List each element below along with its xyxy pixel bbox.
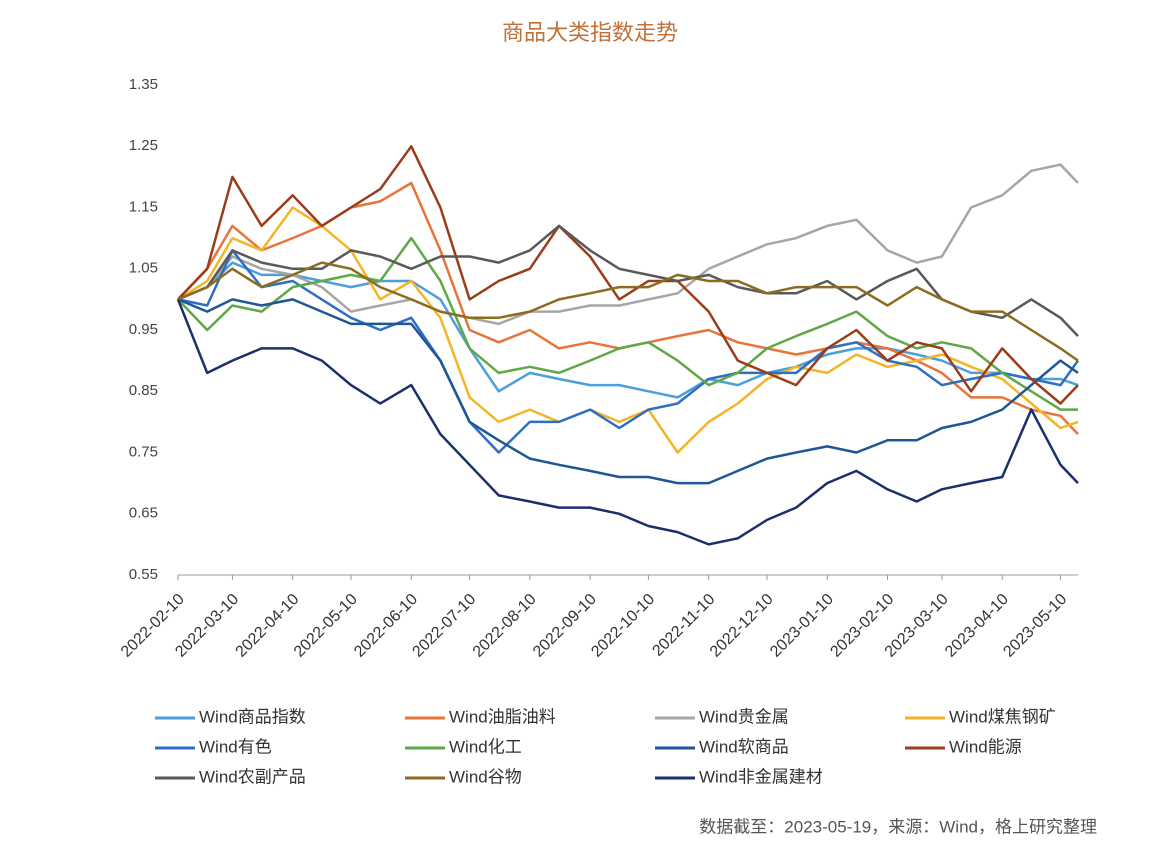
series-line — [177, 224, 1079, 337]
series-line — [177, 163, 1079, 326]
series-line — [177, 145, 1079, 405]
legend-label: Wind油脂油料 — [449, 707, 556, 726]
y-tick-label: 1.05 — [129, 260, 158, 277]
series-line — [177, 236, 1078, 411]
legend-label: Wind能源 — [949, 737, 1022, 756]
chart-title: 商品大类指数走势 — [502, 20, 678, 45]
y-tick-label: 0.95 — [129, 321, 158, 338]
x-tick-label: 2022-12-10 — [707, 591, 777, 661]
y-tick-label: 0.65 — [129, 505, 158, 522]
y-tick-label: 1.15 — [129, 198, 158, 215]
series-line — [177, 298, 1079, 485]
legend-label: Wind软商品 — [699, 737, 789, 756]
legend-label: Wind农副产品 — [199, 767, 306, 786]
legend-label: Wind化工 — [449, 737, 522, 756]
y-tick-label: 0.85 — [129, 382, 158, 399]
x-tick-label: 2022-05-10 — [291, 591, 361, 661]
legend-label: Wind非金属建材 — [699, 767, 823, 786]
series-line — [177, 249, 1080, 454]
series-line — [177, 261, 1079, 399]
x-tick-label: 2023-05-10 — [1000, 591, 1070, 661]
legend-label: Wind谷物 — [449, 767, 522, 786]
y-tick-label: 1.35 — [129, 76, 158, 93]
series-line — [176, 298, 1079, 546]
x-tick-label: 2022-10-10 — [588, 591, 658, 661]
x-tick-label: 2022-08-10 — [470, 591, 540, 661]
legend-label: Wind贵金属 — [699, 707, 789, 726]
x-tick-label: 2023-01-10 — [767, 591, 837, 661]
y-tick-label: 0.55 — [129, 566, 158, 583]
legend-label: Wind商品指数 — [199, 707, 306, 726]
series-line — [177, 261, 1079, 362]
y-tick-label: 0.75 — [129, 443, 158, 460]
source-note: 数据截至：2023-05-19，来源：Wind，格上研究整理 — [699, 817, 1097, 836]
series-line — [177, 206, 1079, 454]
legend-label: Wind有色 — [199, 737, 272, 756]
x-tick-label: 2022-07-10 — [409, 591, 479, 661]
legend-label: Wind煤焦钢矿 — [949, 707, 1056, 726]
y-tick-label: 1.25 — [129, 137, 158, 154]
